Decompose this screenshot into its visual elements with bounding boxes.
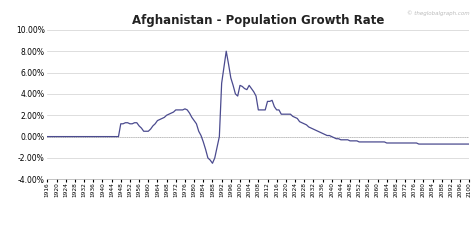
Title: Afghanistan - Population Growth Rate: Afghanistan - Population Growth Rate bbox=[132, 14, 384, 27]
Text: © theglobalgraph.com: © theglobalgraph.com bbox=[407, 10, 469, 16]
